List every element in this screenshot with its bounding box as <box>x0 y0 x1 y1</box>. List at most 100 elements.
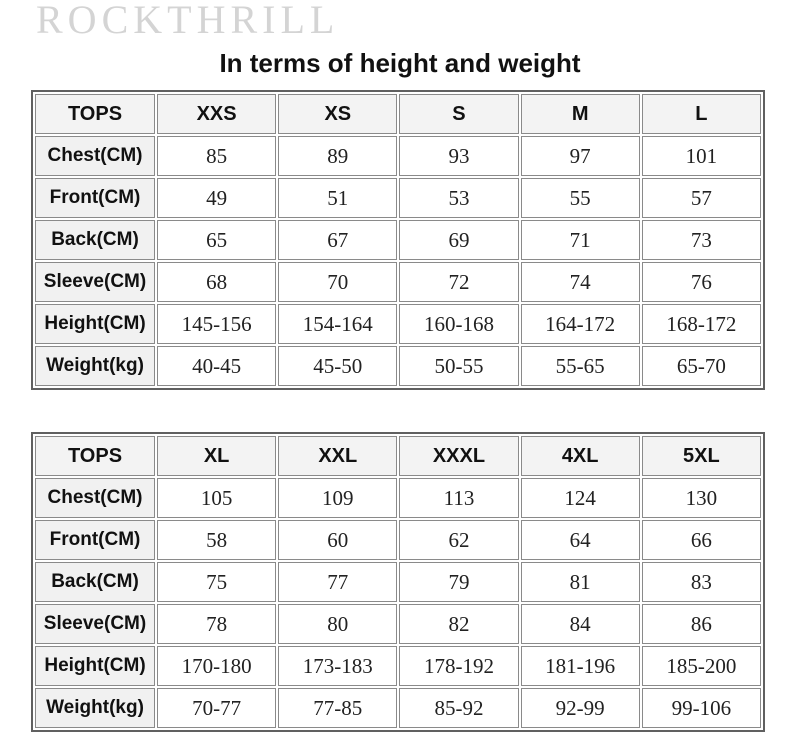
size-value: 51 <box>278 178 398 218</box>
table-row: Weight(kg) 40-45 45-50 50-55 55-65 65-70 <box>35 346 761 386</box>
column-header: TOPS <box>35 94 155 134</box>
size-value: 60 <box>278 520 398 560</box>
page-title: In terms of height and weight <box>219 48 581 78</box>
size-value: 185-200 <box>641 646 761 686</box>
size-value: 84 <box>520 604 640 644</box>
size-value: 71 <box>520 220 640 260</box>
size-value: 85 <box>157 136 277 176</box>
header-row: TOPS XXS XS S M L <box>35 94 761 134</box>
column-header: XXS <box>157 94 277 134</box>
size-value: 77 <box>278 562 398 602</box>
size-value: 92-99 <box>520 688 640 728</box>
size-value: 40-45 <box>157 346 277 386</box>
table-row: Chest(CM) 105 109 113 124 130 <box>35 478 761 518</box>
size-value: 74 <box>520 262 640 302</box>
row-label: Back(CM) <box>35 562 155 602</box>
size-value: 82 <box>399 604 519 644</box>
size-value: 68 <box>157 262 277 302</box>
size-value: 99-106 <box>641 688 761 728</box>
size-value: 70 <box>278 262 398 302</box>
size-value: 49 <box>157 178 277 218</box>
row-label: Height(CM) <box>35 304 155 344</box>
row-label: Sleeve(CM) <box>35 262 155 302</box>
size-value: 65 <box>157 220 277 260</box>
column-header: M <box>520 94 640 134</box>
row-label: Front(CM) <box>35 520 155 560</box>
size-value: 160-168 <box>399 304 519 344</box>
size-value: 50-55 <box>399 346 519 386</box>
size-value: 66 <box>641 520 761 560</box>
table-row: Back(CM) 65 67 69 71 73 <box>35 220 761 260</box>
size-value: 164-172 <box>520 304 640 344</box>
size-value: 76 <box>641 262 761 302</box>
size-value: 97 <box>520 136 640 176</box>
size-value: 145-156 <box>157 304 277 344</box>
size-table-xxs-to-l: TOPS XXS XS S M L Chest(CM) 85 89 93 97 … <box>31 90 765 390</box>
size-value: 168-172 <box>641 304 761 344</box>
size-value: 173-183 <box>278 646 398 686</box>
table-row: Height(CM) 170-180 173-183 178-192 181-1… <box>35 646 761 686</box>
size-value: 65-70 <box>641 346 761 386</box>
size-value: 124 <box>520 478 640 518</box>
size-value: 75 <box>157 562 277 602</box>
row-label: Weight(kg) <box>35 688 155 728</box>
size-value: 85-92 <box>399 688 519 728</box>
row-label: Weight(kg) <box>35 346 155 386</box>
column-header: L <box>641 94 761 134</box>
size-table-xl-to-5xl: TOPS XL XXL XXXL 4XL 5XL Chest(CM) 105 1… <box>31 432 765 732</box>
size-value: 89 <box>278 136 398 176</box>
size-value: 69 <box>399 220 519 260</box>
size-value: 64 <box>520 520 640 560</box>
size-value: 67 <box>278 220 398 260</box>
column-header: XS <box>278 94 398 134</box>
table-row: Sleeve(CM) 68 70 72 74 76 <box>35 262 761 302</box>
size-value: 130 <box>641 478 761 518</box>
table-row: Back(CM) 75 77 79 81 83 <box>35 562 761 602</box>
size-value: 55-65 <box>520 346 640 386</box>
table-row: Front(CM) 49 51 53 55 57 <box>35 178 761 218</box>
size-value: 154-164 <box>278 304 398 344</box>
size-value: 77-85 <box>278 688 398 728</box>
size-value: 58 <box>157 520 277 560</box>
column-header: TOPS <box>35 436 155 476</box>
size-value: 83 <box>641 562 761 602</box>
row-label: Chest(CM) <box>35 136 155 176</box>
size-value: 181-196 <box>520 646 640 686</box>
header-row: TOPS XL XXL XXXL 4XL 5XL <box>35 436 761 476</box>
column-header: 5XL <box>641 436 761 476</box>
column-header: XXXL <box>399 436 519 476</box>
size-value: 72 <box>399 262 519 302</box>
brand-logo: ROCKTHRILL <box>36 0 340 42</box>
table-row: Weight(kg) 70-77 77-85 85-92 92-99 99-10… <box>35 688 761 728</box>
size-value: 105 <box>157 478 277 518</box>
table-row: Chest(CM) 85 89 93 97 101 <box>35 136 761 176</box>
row-label: Front(CM) <box>35 178 155 218</box>
table-row: Sleeve(CM) 78 80 82 84 86 <box>35 604 761 644</box>
size-value: 86 <box>641 604 761 644</box>
size-value: 81 <box>520 562 640 602</box>
size-value: 78 <box>157 604 277 644</box>
row-label: Sleeve(CM) <box>35 604 155 644</box>
size-value: 53 <box>399 178 519 218</box>
size-value: 79 <box>399 562 519 602</box>
row-label: Back(CM) <box>35 220 155 260</box>
row-label: Height(CM) <box>35 646 155 686</box>
column-header: XL <box>157 436 277 476</box>
size-value: 109 <box>278 478 398 518</box>
size-value: 101 <box>641 136 761 176</box>
row-label: Chest(CM) <box>35 478 155 518</box>
size-value: 62 <box>399 520 519 560</box>
size-value: 45-50 <box>278 346 398 386</box>
size-value: 170-180 <box>157 646 277 686</box>
column-header: XXL <box>278 436 398 476</box>
column-header: S <box>399 94 519 134</box>
table-row: Height(CM) 145-156 154-164 160-168 164-1… <box>35 304 761 344</box>
size-value: 70-77 <box>157 688 277 728</box>
table-row: Front(CM) 58 60 62 64 66 <box>35 520 761 560</box>
size-value: 93 <box>399 136 519 176</box>
size-value: 73 <box>641 220 761 260</box>
size-value: 80 <box>278 604 398 644</box>
size-value: 57 <box>641 178 761 218</box>
size-value: 113 <box>399 478 519 518</box>
column-header: 4XL <box>520 436 640 476</box>
